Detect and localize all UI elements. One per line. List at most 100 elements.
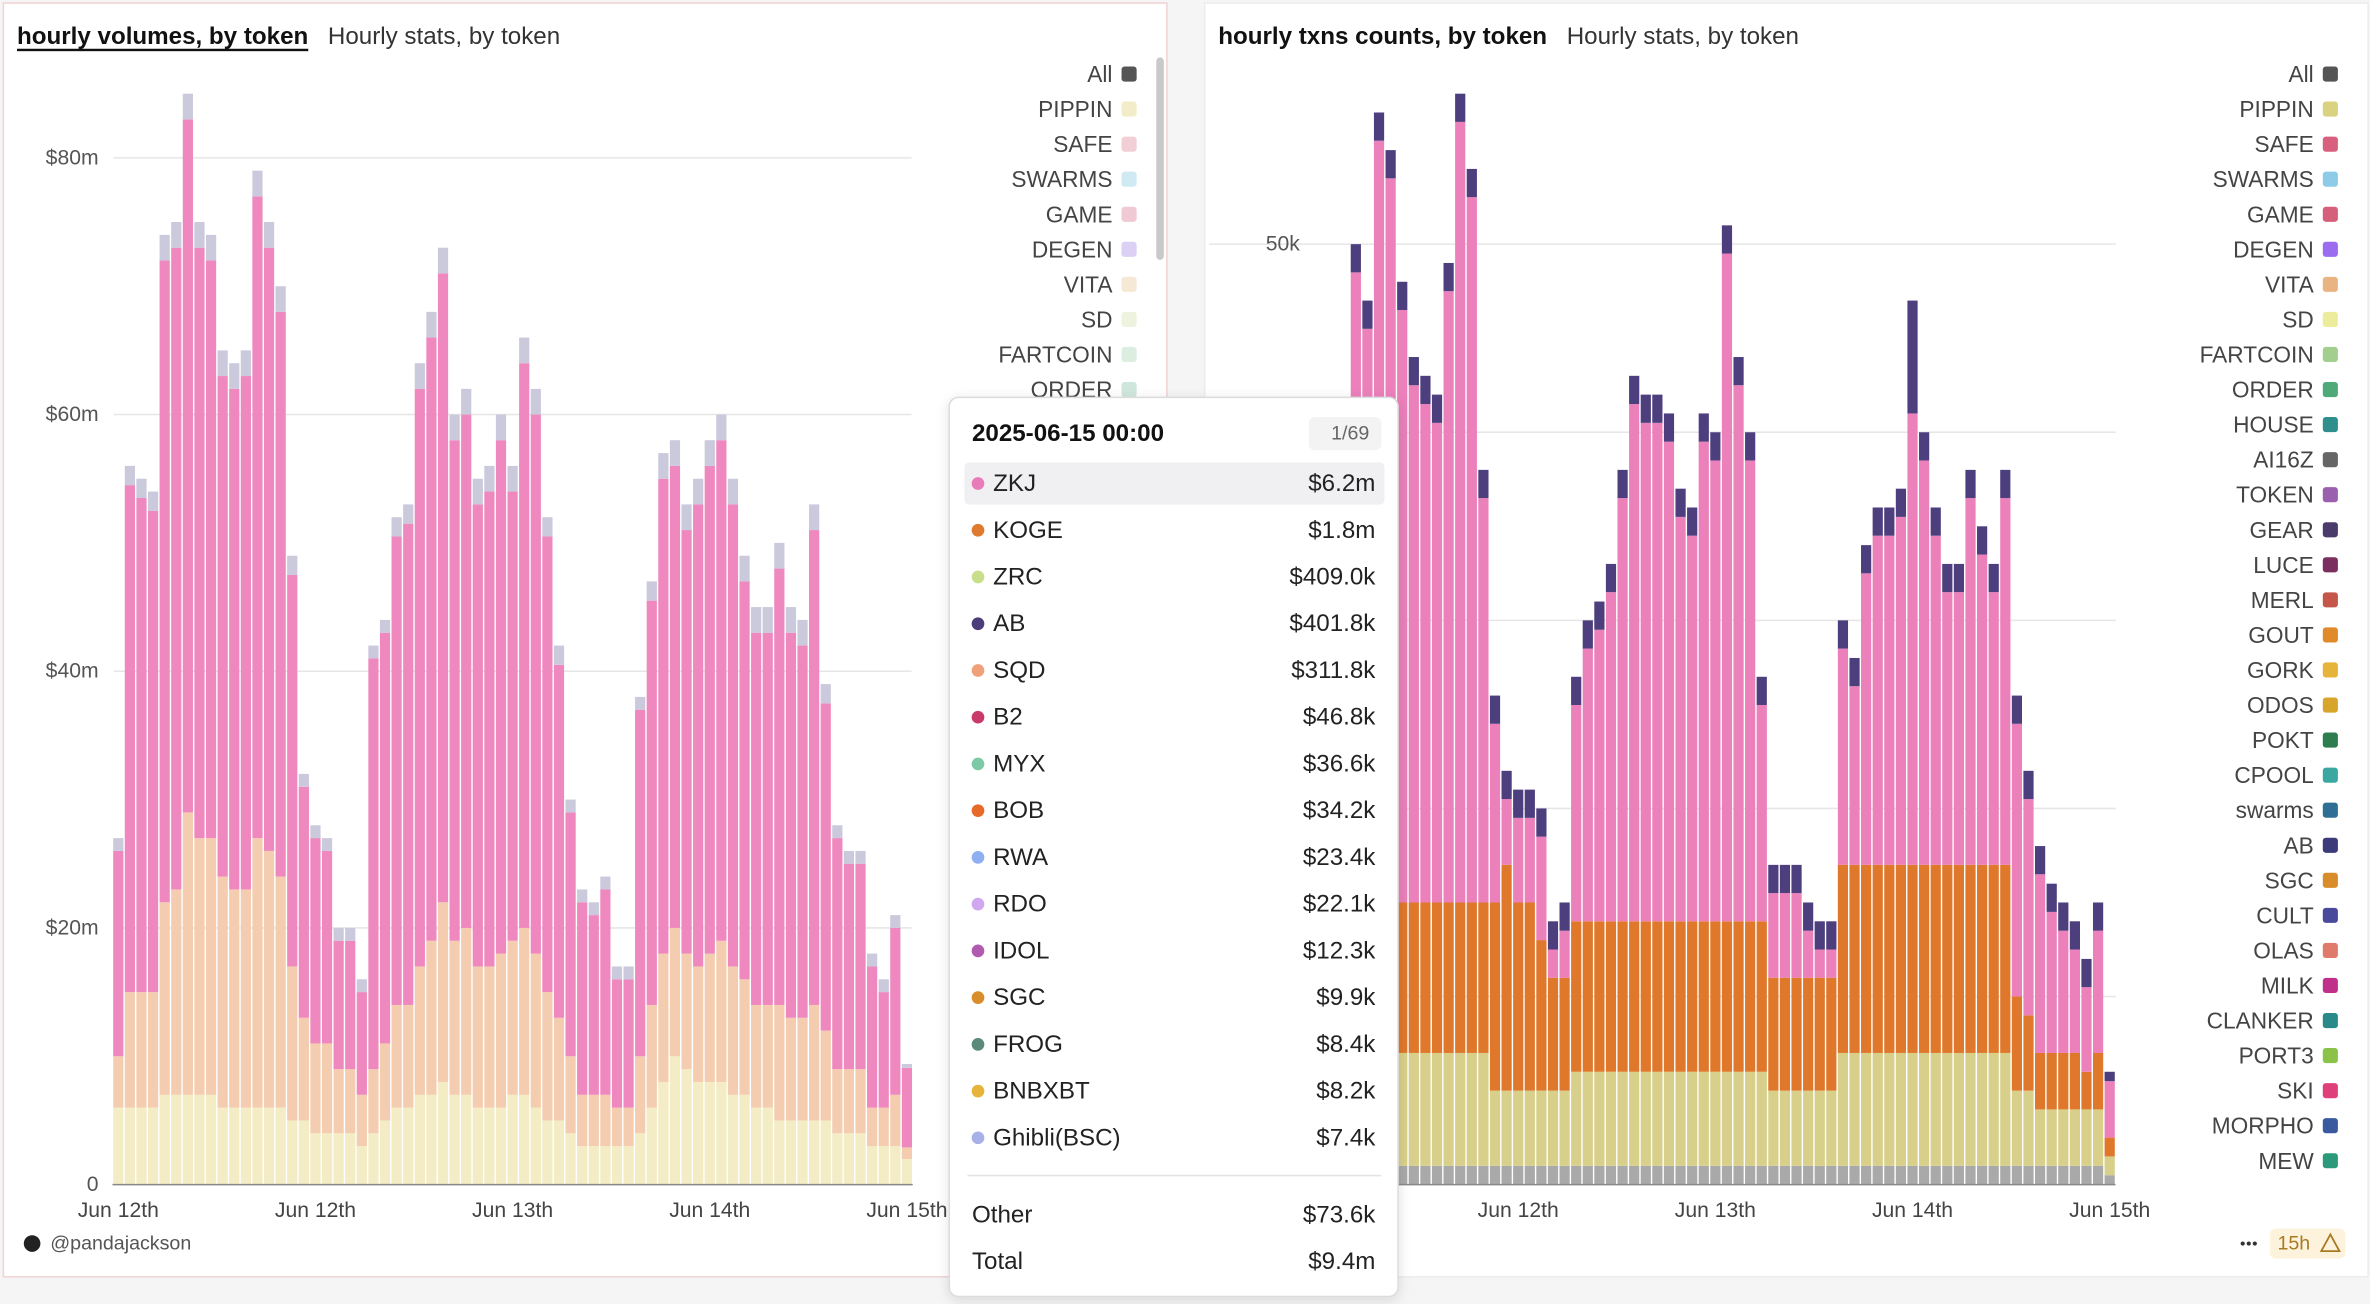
legend-label[interactable]: GAME	[1046, 201, 1113, 227]
legend-swatch[interactable]	[2322, 381, 2338, 398]
legend-swatch[interactable]	[2322, 942, 2338, 958]
legend-swatch[interactable]	[2322, 1118, 2338, 1134]
legend-swatch[interactable]	[2322, 241, 2338, 257]
legend-label[interactable]: PORT3	[2239, 1043, 2314, 1069]
legend-swatch[interactable]	[2322, 66, 2338, 82]
legend-label[interactable]: GORK	[2247, 657, 2314, 683]
bar-segment	[2081, 958, 2092, 988]
bar-segment	[182, 812, 193, 1095]
legend-label[interactable]: MORPHO	[2212, 1113, 2314, 1139]
legend-label[interactable]: CLANKER	[2207, 1008, 2314, 1034]
legend-swatch[interactable]	[2322, 1083, 2338, 1099]
legend-label[interactable]: LUCE	[2253, 552, 2313, 578]
legend-swatch[interactable]	[2322, 1153, 2338, 1169]
legend-label[interactable]: SD	[1081, 306, 1112, 332]
legend-label[interactable]: SGC	[2265, 867, 2314, 893]
bar-segment	[1605, 592, 1617, 922]
legend-swatch[interactable]	[1121, 171, 1137, 187]
legend-label[interactable]: SD	[2282, 306, 2313, 332]
bar-segment	[1849, 1165, 1860, 1185]
bar-segment	[1826, 949, 1837, 978]
legend-swatch[interactable]	[2322, 977, 2338, 994]
legend-label[interactable]: SWARMS	[1011, 166, 1112, 192]
legend-label[interactable]: CULT	[2256, 902, 2314, 928]
legend-label[interactable]: DEGEN	[2233, 236, 2314, 262]
legend-label[interactable]: ORDER	[2232, 377, 2314, 403]
legend-swatch[interactable]	[1121, 101, 1137, 117]
legend-label[interactable]: POKT	[2252, 727, 2314, 753]
legend-swatch[interactable]	[1121, 381, 1137, 398]
legend-label[interactable]: FARTCOIN	[998, 341, 1112, 367]
legend-swatch[interactable]	[2322, 557, 2338, 573]
legend-swatch[interactable]	[2322, 417, 2338, 433]
legend-swatch[interactable]	[2322, 452, 2338, 468]
legend-swatch[interactable]	[2322, 592, 2338, 608]
legend-swatch[interactable]	[2322, 136, 2338, 152]
legend-label[interactable]: CPOOL	[2234, 762, 2313, 788]
bar-segment	[658, 1081, 669, 1185]
legend-label[interactable]: AB	[2283, 832, 2313, 858]
legend-label[interactable]: ODOS	[2247, 692, 2314, 718]
legend-swatch[interactable]	[2322, 101, 2338, 117]
legend-label[interactable]: SAFE	[2255, 131, 2314, 157]
bar-segment	[484, 1107, 495, 1185]
legend-swatch[interactable]	[1121, 241, 1137, 257]
legend-label[interactable]: DEGEN	[1032, 236, 1113, 262]
legend-label[interactable]: SKI	[2277, 1078, 2314, 1104]
legend-swatch[interactable]	[2322, 346, 2338, 363]
legend-swatch[interactable]	[2322, 802, 2338, 818]
legend-swatch[interactable]	[1121, 206, 1137, 222]
legend-swatch[interactable]	[2322, 732, 2338, 748]
legend-label[interactable]: MEW	[2258, 1148, 2314, 1174]
legend-label[interactable]: SAFE	[1053, 131, 1112, 157]
legend-label[interactable]: PIPPIN	[1038, 96, 1112, 122]
legend-swatch[interactable]	[2322, 276, 2338, 292]
legend-label[interactable]: AI16Z	[2253, 447, 2314, 473]
legend-swatch[interactable]	[1121, 276, 1137, 292]
legend-label[interactable]: All	[1087, 61, 1112, 87]
bar-segment	[797, 1120, 808, 1185]
legend-swatch[interactable]	[2322, 837, 2338, 853]
legend-label[interactable]: FARTCOIN	[2200, 341, 2314, 367]
bar-segment	[449, 940, 460, 1095]
legend-swatch[interactable]	[2322, 487, 2338, 503]
legend-label[interactable]: swarms	[2236, 797, 2314, 823]
legend-label[interactable]: VITA	[2265, 271, 2315, 297]
legend-swatch[interactable]	[2322, 872, 2338, 888]
legend-label[interactable]: GEAR	[2250, 517, 2314, 543]
legend-swatch[interactable]	[1121, 66, 1137, 82]
legend-label[interactable]: PIPPIN	[2239, 96, 2313, 122]
legend-label[interactable]: GAME	[2247, 201, 2314, 227]
bar-segment	[762, 632, 773, 1005]
legend-swatch[interactable]	[1121, 346, 1137, 363]
legend-label[interactable]: MILK	[2261, 972, 2314, 998]
menu-dots[interactable]	[2240, 1241, 2257, 1246]
legend-label[interactable]: GOUT	[2248, 622, 2314, 648]
legend-swatch[interactable]	[2322, 907, 2338, 923]
legend-swatch[interactable]	[2322, 767, 2338, 783]
bar-segment	[1884, 535, 1895, 865]
legend-label[interactable]: OLAS	[2253, 937, 2313, 963]
legend-swatch[interactable]	[1121, 136, 1137, 152]
legend-swatch[interactable]	[1121, 311, 1137, 327]
legend-swatch[interactable]	[2322, 206, 2338, 222]
legend-label[interactable]: TOKEN	[2236, 482, 2314, 508]
legend-label[interactable]: VITA	[1064, 271, 1114, 297]
legend-swatch[interactable]	[2322, 697, 2338, 713]
legend-swatch[interactable]	[2322, 1048, 2338, 1064]
bar-segment	[437, 247, 449, 274]
legend-swatch[interactable]	[2322, 171, 2338, 187]
legend-label[interactable]: All	[2289, 61, 2314, 87]
legend-swatch[interactable]	[2322, 522, 2338, 538]
legend-label[interactable]: SWARMS	[2213, 166, 2314, 192]
bar-segment	[530, 388, 541, 415]
legend-swatch[interactable]	[2322, 311, 2338, 327]
legend-swatch[interactable]	[2322, 1012, 2338, 1029]
bar-segment	[519, 337, 530, 364]
legend-swatch[interactable]	[2322, 627, 2338, 643]
legend-label[interactable]: ORDER	[1031, 377, 1113, 403]
legend-swatch[interactable]	[2322, 662, 2338, 678]
legend-label[interactable]: HOUSE	[2233, 412, 2314, 438]
legend-label[interactable]: MERL	[2251, 587, 2314, 613]
bar-segment	[1605, 563, 1617, 593]
